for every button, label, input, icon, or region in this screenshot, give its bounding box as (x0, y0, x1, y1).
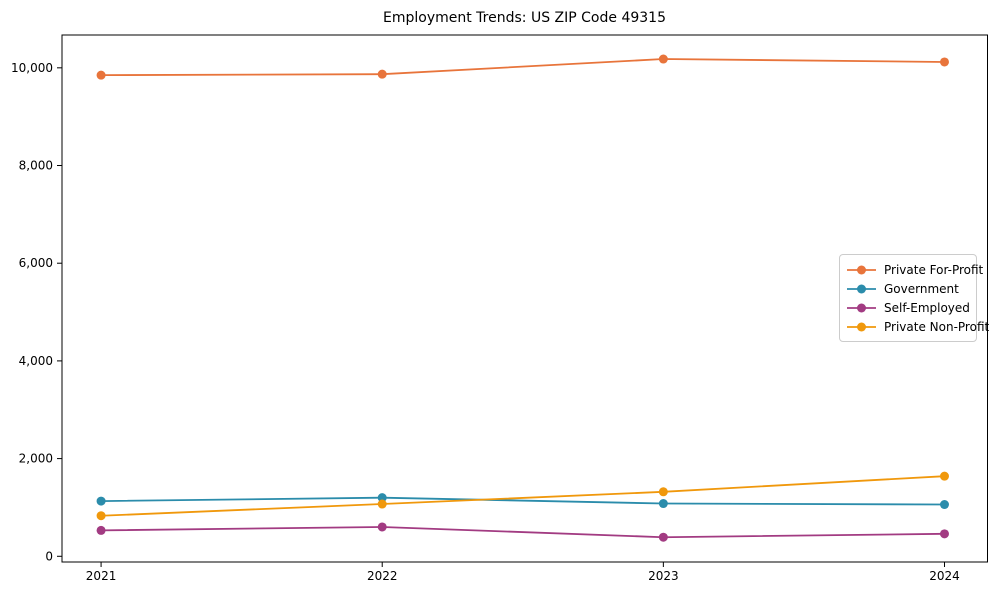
y-tick-label: 6,000 (19, 256, 53, 270)
legend-marker-self-employed (847, 303, 876, 312)
legend-item: Private Non-Profit (846, 317, 989, 336)
x-tick-label: 2024 (929, 569, 960, 583)
data-point-private-for-profit (377, 69, 387, 79)
data-point-government (939, 500, 949, 510)
x-tick-label: 2023 (648, 569, 679, 583)
data-point-private-non-profit (658, 487, 668, 497)
y-tick-label: 2,000 (19, 452, 53, 466)
series-line-government (101, 496, 945, 506)
y-tick-label: 4,000 (19, 354, 53, 368)
data-point-self-employed (658, 532, 668, 542)
series-line-private-non-profit (101, 475, 945, 517)
data-point-private-non-profit (377, 499, 387, 509)
legend-label: Government (884, 281, 959, 296)
legend-label: Private For-Profit (884, 262, 984, 277)
legend: Private For-Profit Government Self-Emplo… (839, 254, 989, 342)
legend-marker-government (847, 284, 876, 293)
data-point-self-employed (377, 522, 387, 532)
y-tick-label: 10,000 (11, 61, 53, 75)
legend-item: Private For-Profit (846, 260, 983, 279)
legend-label: Private Non-Profit (884, 319, 990, 334)
legend-item: Government (846, 279, 970, 298)
series-line-self-employed (101, 526, 945, 539)
data-point-private-non-profit (939, 471, 949, 481)
x-tick-label: 2021 (86, 569, 117, 583)
data-point-government (96, 496, 106, 506)
series-line-private-for-profit (101, 58, 945, 77)
chart-title: Employment Trends: US ZIP Code 49315 (383, 10, 666, 26)
y-tick-label: 0 (45, 549, 53, 563)
plot-frame (61, 34, 988, 563)
data-point-private-non-profit (96, 511, 106, 521)
legend-marker-private-non-profit (847, 322, 876, 331)
legend-marker-private-for-profit (847, 265, 876, 274)
data-point-self-employed (939, 529, 949, 539)
data-point-government (377, 493, 387, 503)
data-point-government (658, 499, 668, 509)
data-point-self-employed (96, 525, 106, 535)
data-point-private-for-profit (939, 57, 949, 67)
legend-item: Self-Employed (846, 298, 970, 317)
x-tick-label: 2022 (367, 569, 398, 583)
data-point-private-for-profit (96, 70, 106, 80)
legend-label: Self-Employed (884, 300, 970, 315)
data-point-private-for-profit (658, 54, 668, 64)
y-tick-label: 8,000 (19, 159, 53, 173)
